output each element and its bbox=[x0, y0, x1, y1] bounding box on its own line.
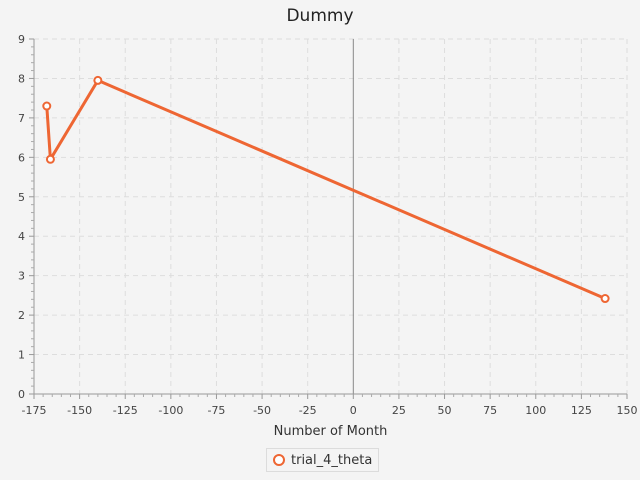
y-tick-label: 7 bbox=[18, 112, 25, 125]
x-tick-label: -50 bbox=[253, 404, 271, 417]
y-tick-label: 8 bbox=[18, 72, 25, 85]
x-tick-label: -150 bbox=[67, 404, 92, 417]
chart-title: Dummy bbox=[286, 6, 354, 26]
x-tick-label: -100 bbox=[158, 404, 183, 417]
data-point bbox=[93, 75, 103, 85]
plot-area bbox=[34, 39, 627, 394]
y-tick-label: 4 bbox=[18, 230, 25, 243]
y-tick-label: 0 bbox=[18, 388, 25, 401]
x-tick-label: -175 bbox=[22, 404, 47, 417]
x-tick-label: -25 bbox=[299, 404, 317, 417]
x-tick-label: 0 bbox=[350, 404, 357, 417]
y-tick-label: 6 bbox=[18, 151, 25, 164]
x-tick-label: -125 bbox=[113, 404, 138, 417]
x-tick-label: 25 bbox=[392, 404, 406, 417]
legend: trial_4_theta bbox=[266, 448, 380, 472]
x-tick-label: 125 bbox=[571, 404, 592, 417]
x-tick-label: 150 bbox=[617, 404, 638, 417]
data-point bbox=[45, 154, 55, 164]
axes: 0 1 2 3 4 5 6 7 8 9 -175 -150 -125 -100 -75 -50 -25 0 25 50… bbox=[18, 33, 638, 417]
x-axis-label: Number of Month bbox=[274, 424, 388, 439]
x-tick-label: 50 bbox=[438, 404, 452, 417]
legend-label: trial_4_theta bbox=[291, 452, 373, 468]
x-tick-label: -75 bbox=[207, 404, 225, 417]
legend-marker-icon bbox=[273, 454, 285, 466]
y-tick-label: 2 bbox=[18, 309, 25, 322]
series-line bbox=[45, 78, 606, 300]
y-tick-label: 9 bbox=[18, 33, 25, 46]
y-tick-label: 5 bbox=[18, 191, 25, 204]
y-tick-label: 1 bbox=[18, 349, 25, 362]
x-tick-label: 100 bbox=[525, 404, 546, 417]
series-layer bbox=[42, 75, 610, 304]
x-tick-label: 75 bbox=[483, 404, 497, 417]
data-point bbox=[42, 101, 52, 111]
data-point bbox=[600, 294, 610, 304]
y-tick-label: 3 bbox=[18, 270, 25, 283]
